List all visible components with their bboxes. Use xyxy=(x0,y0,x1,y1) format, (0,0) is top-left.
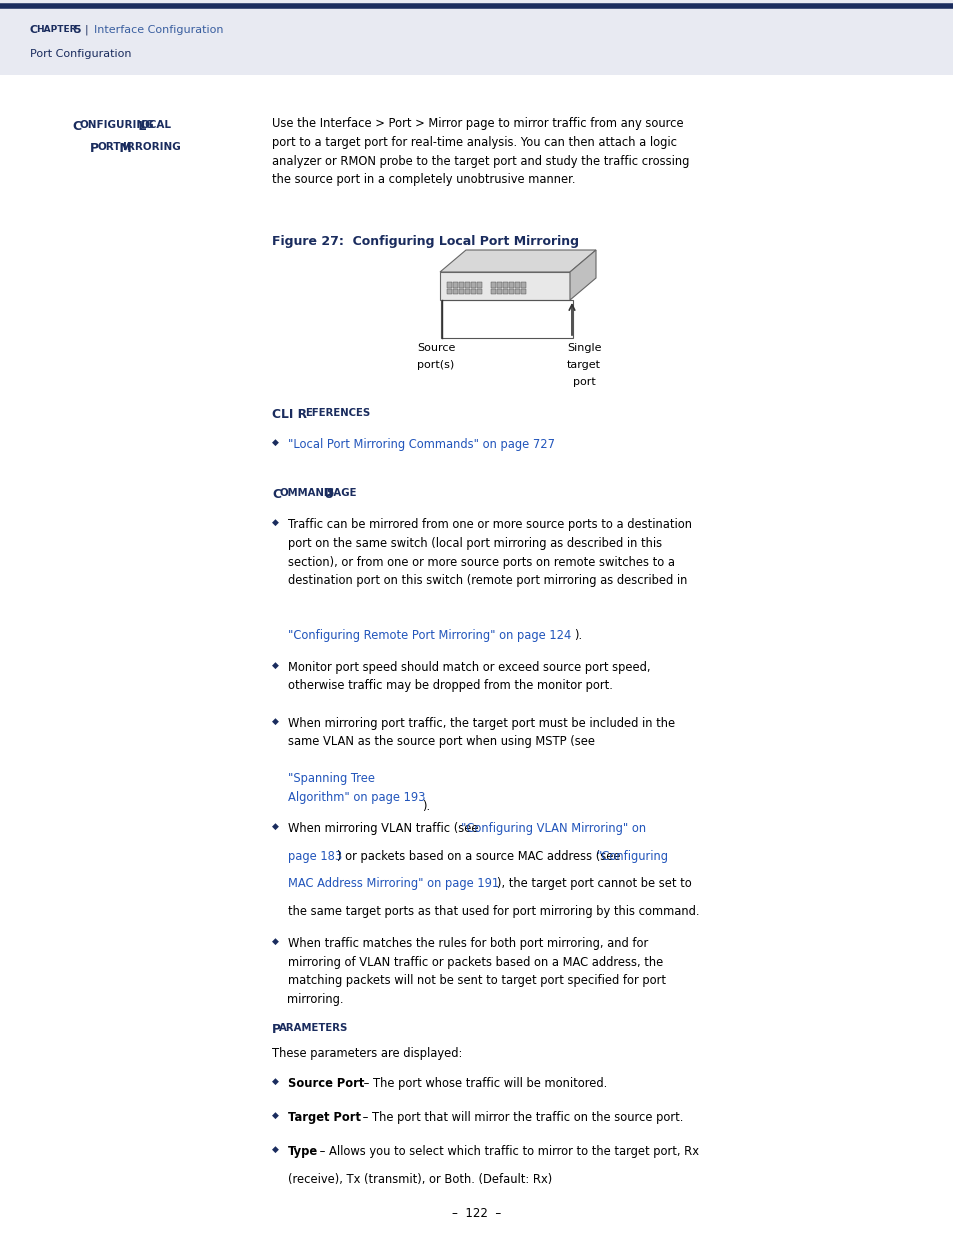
Bar xyxy=(515,282,519,288)
Text: SAGE: SAGE xyxy=(326,488,356,498)
Text: When mirroring VLAN traffic (see: When mirroring VLAN traffic (see xyxy=(287,823,481,835)
Text: C: C xyxy=(71,120,81,133)
Text: Use the Interface > Port > Mirror page to mirror traffic from any source
port to: Use the Interface > Port > Mirror page t… xyxy=(272,117,689,186)
Text: These parameters are displayed:: These parameters are displayed: xyxy=(272,1047,462,1060)
Bar xyxy=(471,282,476,288)
Text: ).: ). xyxy=(574,629,582,642)
Text: IRRORING: IRRORING xyxy=(122,142,180,152)
Text: |: | xyxy=(78,25,95,36)
Polygon shape xyxy=(439,272,569,300)
Text: Traffic can be mirrored from one or more source ports to a destination
port on t: Traffic can be mirrored from one or more… xyxy=(287,517,691,588)
Bar xyxy=(491,282,496,288)
Bar xyxy=(0,0,953,75)
Text: C: C xyxy=(272,488,281,501)
Text: Source Port: Source Port xyxy=(287,1077,363,1089)
Text: (receive), Tx (transmit), or Both. (Default: Rx): (receive), Tx (transmit), or Both. (Defa… xyxy=(287,1172,551,1186)
Text: Monitor port speed should match or exceed source port speed,
otherwise traffic m: Monitor port speed should match or excee… xyxy=(287,661,649,693)
Text: ◆: ◆ xyxy=(272,937,278,946)
Text: Single: Single xyxy=(566,343,600,353)
Bar xyxy=(464,289,470,294)
Text: Port Configuration: Port Configuration xyxy=(30,49,132,59)
Bar xyxy=(520,282,526,288)
Text: HAPTER: HAPTER xyxy=(36,26,77,35)
Text: P: P xyxy=(90,142,99,156)
Text: MAC Address Mirroring" on page 191: MAC Address Mirroring" on page 191 xyxy=(287,877,498,890)
Text: page 183: page 183 xyxy=(287,850,341,862)
Text: "Configuring Remote Port Mirroring" on page 124: "Configuring Remote Port Mirroring" on p… xyxy=(287,629,570,642)
Text: Interface Configuration: Interface Configuration xyxy=(94,25,223,35)
Polygon shape xyxy=(569,249,596,300)
Bar xyxy=(476,282,481,288)
Bar xyxy=(497,289,501,294)
Text: – The port whose traffic will be monitored.: – The port whose traffic will be monitor… xyxy=(360,1077,607,1089)
Text: ◆: ◆ xyxy=(272,716,278,726)
Bar xyxy=(509,289,514,294)
Bar xyxy=(453,282,457,288)
Text: EFERENCES: EFERENCES xyxy=(305,408,371,417)
Text: port(s): port(s) xyxy=(416,359,455,370)
Text: target: target xyxy=(566,359,600,370)
Bar xyxy=(497,282,501,288)
Text: OMMAND: OMMAND xyxy=(279,488,332,498)
Text: ◆: ◆ xyxy=(272,438,278,447)
Text: ORT: ORT xyxy=(97,142,121,152)
Text: – The port that will mirror the traffic on the source port.: – The port that will mirror the traffic … xyxy=(358,1110,682,1124)
Text: "Local Port Mirroring Commands" on page 727: "Local Port Mirroring Commands" on page … xyxy=(287,438,554,451)
Text: 5: 5 xyxy=(71,25,82,35)
Bar xyxy=(471,289,476,294)
Text: ◆: ◆ xyxy=(272,1145,278,1153)
Text: ARAMETERS: ARAMETERS xyxy=(279,1023,348,1032)
Text: ◆: ◆ xyxy=(272,823,278,831)
Text: When mirroring port traffic, the target port must be included in the
same VLAN a: When mirroring port traffic, the target … xyxy=(287,716,674,748)
Text: – Allows you to select which traffic to mirror to the target port, Rx: – Allows you to select which traffic to … xyxy=(315,1145,698,1158)
Bar xyxy=(515,289,519,294)
Text: L: L xyxy=(134,120,147,133)
Text: Type: Type xyxy=(287,1145,317,1158)
Text: Source: Source xyxy=(416,343,455,353)
Bar xyxy=(458,289,464,294)
Bar xyxy=(502,289,508,294)
Text: OCAL: OCAL xyxy=(140,120,172,130)
Text: When traffic matches the rules for both port mirroring, and for
mirroring of VLA: When traffic matches the rules for both … xyxy=(287,937,665,1007)
Bar xyxy=(520,289,526,294)
Bar xyxy=(453,289,457,294)
Text: ONFIGURING: ONFIGURING xyxy=(79,120,154,130)
Text: ◆: ◆ xyxy=(272,517,278,527)
Text: ).: ). xyxy=(422,799,430,813)
Bar xyxy=(458,282,464,288)
Text: C: C xyxy=(30,25,38,35)
Text: Figure 27:  Configuring Local Port Mirroring: Figure 27: Configuring Local Port Mirror… xyxy=(272,235,578,248)
Text: ), the target port cannot be set to: ), the target port cannot be set to xyxy=(497,877,691,890)
Text: Target Port: Target Port xyxy=(287,1110,360,1124)
Text: the same target ports as that used for port mirroring by this command.: the same target ports as that used for p… xyxy=(287,905,699,918)
Text: –  122  –: – 122 – xyxy=(452,1207,501,1220)
Text: M: M xyxy=(115,142,132,156)
Bar xyxy=(491,289,496,294)
Bar xyxy=(447,289,452,294)
Bar xyxy=(464,282,470,288)
Bar xyxy=(476,289,481,294)
Text: "Configuring VLAN Mirroring" on: "Configuring VLAN Mirroring" on xyxy=(460,823,645,835)
Text: "Spanning Tree
Algorithm" on page 193: "Spanning Tree Algorithm" on page 193 xyxy=(287,772,424,804)
Text: U: U xyxy=(319,488,334,501)
Text: P: P xyxy=(272,1023,281,1036)
Text: "Configuring: "Configuring xyxy=(596,850,668,862)
Text: ◆: ◆ xyxy=(272,1077,278,1086)
Bar xyxy=(447,282,452,288)
Text: ◆: ◆ xyxy=(272,661,278,669)
Bar xyxy=(509,282,514,288)
Polygon shape xyxy=(439,249,596,272)
Text: port: port xyxy=(572,377,595,387)
Text: CLI R: CLI R xyxy=(272,408,307,421)
Bar xyxy=(440,300,573,338)
Text: ◆: ◆ xyxy=(272,1110,278,1120)
Text: ) or packets based on a source MAC address (see: ) or packets based on a source MAC addre… xyxy=(337,850,624,862)
Bar xyxy=(502,282,508,288)
